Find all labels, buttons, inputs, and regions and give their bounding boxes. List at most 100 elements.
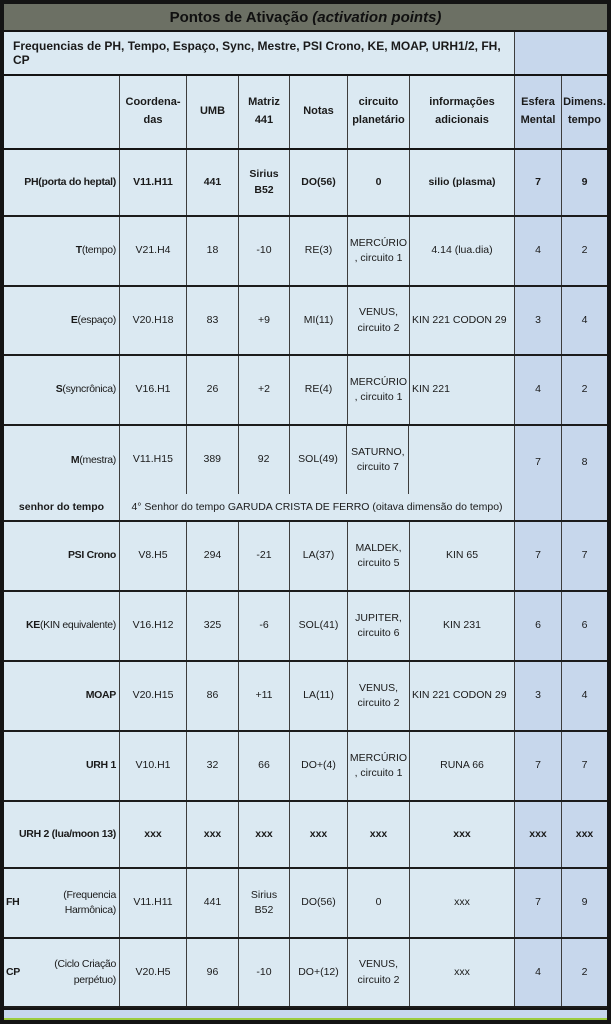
title-italic: (activation points) [312, 8, 442, 26]
table-cell: VENUS, circuito 2 [348, 662, 410, 730]
column-header-informacoes-adicionais: informações adicionais [410, 76, 515, 148]
table-cell: xxx [410, 939, 515, 1006]
table-cell: 7 [562, 732, 607, 800]
table-cell: V21.H4 [120, 217, 187, 285]
table-cell: V11.H11 [120, 150, 187, 215]
table-row: E (espaço) V20.H18 83 +9 MI(11) VENUS, circui… [4, 287, 607, 356]
row-label-abbrev: PH [24, 175, 39, 188]
row-label-description: (mestra) [79, 454, 116, 466]
table-cell: RUNA 66 [410, 732, 515, 800]
table-cell: +2 [239, 356, 290, 424]
column-header-esfera-mental: Esfera Mental [515, 76, 562, 148]
table-cell: V11.H11 [120, 869, 187, 937]
table-cell: 294 [187, 522, 239, 590]
table-cell: 3 [515, 287, 562, 354]
table-cell: 4 [515, 356, 562, 424]
table-cell-esfera: 7 [515, 426, 562, 520]
row-label-description: (Ciclo Criação perpétuo) [54, 958, 116, 986]
table-cell: 4 [562, 287, 607, 354]
table-cell: 4 [562, 662, 607, 730]
row-label-abbrev: PSI Crono [67, 549, 116, 562]
table-cell: SATURNO, circuito 7 [347, 426, 410, 494]
table-cell: Sirius B52 [239, 869, 290, 937]
table-cell: DO(56) [290, 869, 348, 937]
row-label-description: (Frequencia Harmônica) [63, 888, 116, 916]
table-cell: V16.H1 [120, 356, 187, 424]
row-label-abbrev: E [70, 313, 78, 326]
table-row: S (syncrônica) V16.H1 26 +2 RE(4) MERCÚRIO , … [4, 356, 607, 426]
row-label-abbrev: URH 1 [85, 759, 116, 772]
table-cell: MERCÚRIO , circuito 1 [348, 356, 410, 424]
table-cell: 96 [187, 939, 239, 1006]
table-cell: 83 [187, 287, 239, 354]
row-label-cell: MOAP [4, 662, 120, 730]
table-cell: 389 [187, 426, 239, 494]
row-label-cell: M (mestra) senhor do tempo [4, 426, 120, 520]
row-label-cell: FH (Frequencia Harmônica) [4, 869, 120, 937]
table-cell: xxx [410, 869, 515, 937]
subtitle-row: Frequencias de PH, Tempo, Espaço, Sync, … [4, 32, 607, 76]
table-cell: V16.H12 [120, 592, 187, 660]
table-cell: xxx [515, 802, 562, 867]
row-label-description: (porta do heptal) [38, 175, 116, 188]
row-label-abbrev: T [75, 244, 82, 257]
column-header-coordenadas: Coordena- das [120, 76, 187, 148]
table-cell: KIN 221 [410, 356, 515, 424]
row-label-cell: PH (porta do heptal) [4, 150, 120, 215]
table-cell: 7 [515, 869, 562, 937]
table-row: KE (KIN equivalente) V16.H12 325 -6 SOL(41) J… [4, 592, 607, 662]
master-merged-text: 4° Senhor do tempo GARUDA CRISTA DE FERR… [131, 501, 503, 513]
table-cell: 441 [187, 869, 239, 937]
table-cell: 325 [187, 592, 239, 660]
row-label-cell: S (syncrônica) [4, 356, 120, 424]
table-cell: DO+(4) [290, 732, 348, 800]
table-cell: 441 [187, 150, 239, 215]
row-label-cell: URH 1 [4, 732, 120, 800]
table-cell: 4.14 (lua.dia) [410, 217, 515, 285]
table-cell: LA(37) [290, 522, 348, 590]
bottom-bar [4, 1008, 607, 1020]
table-cell: silio (plasma) [410, 150, 515, 215]
column-header-notas: Notas [290, 76, 348, 148]
row-label-abbrev: MOAP [85, 689, 117, 702]
table-cell: V20.H15 [120, 662, 187, 730]
table-cell: KIN 231 [410, 592, 515, 660]
table-cell: SOL(49) [290, 426, 348, 494]
row-label-description: (syncrônica) [62, 383, 116, 396]
table-body: PH (porta do heptal) V11.H11 441 Sirius B52… [4, 150, 607, 1008]
table-cell: xxx [410, 802, 515, 867]
table-cell [409, 426, 514, 494]
table-cell: KIN 221 CODON 29 [410, 662, 515, 730]
table-cell: 4 [515, 939, 562, 1006]
table-cell: 7 [515, 150, 562, 215]
row-label-abbrev: M [70, 454, 80, 466]
row-label-cell: CP (Ciclo Criação perpétuo) [4, 939, 120, 1006]
table-cell: xxx [239, 802, 290, 867]
row-label-abbrev: URH 2 (lua/moon 13) [19, 827, 116, 840]
table-cell: -21 [239, 522, 290, 590]
table-cell: 9 [562, 869, 607, 937]
row-sublabel: senhor do tempo [18, 501, 105, 513]
row-label-cell: KE (KIN equivalente) [4, 592, 120, 660]
table-cell: 2 [562, 356, 607, 424]
column-header-matriz-441: Matriz 441 [239, 76, 290, 148]
table-row: URH 2 (lua/moon 13) xxx xxx xxx xxx xxx xxx xxx… [4, 802, 607, 869]
table-cell: -10 [239, 217, 290, 285]
table-cell: 3 [515, 662, 562, 730]
table-cell: MALDEK, circuito 5 [348, 522, 410, 590]
row-label-cell: T (tempo) [4, 217, 120, 285]
table-row: PH (porta do heptal) V11.H11 441 Sirius B52… [4, 150, 607, 217]
table-cell: 92 [239, 426, 290, 494]
subtitle-text: Frequencias de PH, Tempo, Espaço, Sync, … [4, 32, 515, 74]
subtitle-right-cell [515, 32, 607, 74]
table-cell: V11.H15 [120, 426, 187, 494]
table-cell: RE(3) [290, 217, 348, 285]
row-label-abbrev: S [55, 383, 63, 396]
table-cell: +9 [239, 287, 290, 354]
row-label-abbrev: CP [6, 965, 20, 978]
column-header-dimens-tempo: Dimens. tempo [562, 76, 607, 148]
table-cell: -10 [239, 939, 290, 1006]
row-label-cell: PSI Crono [4, 522, 120, 590]
